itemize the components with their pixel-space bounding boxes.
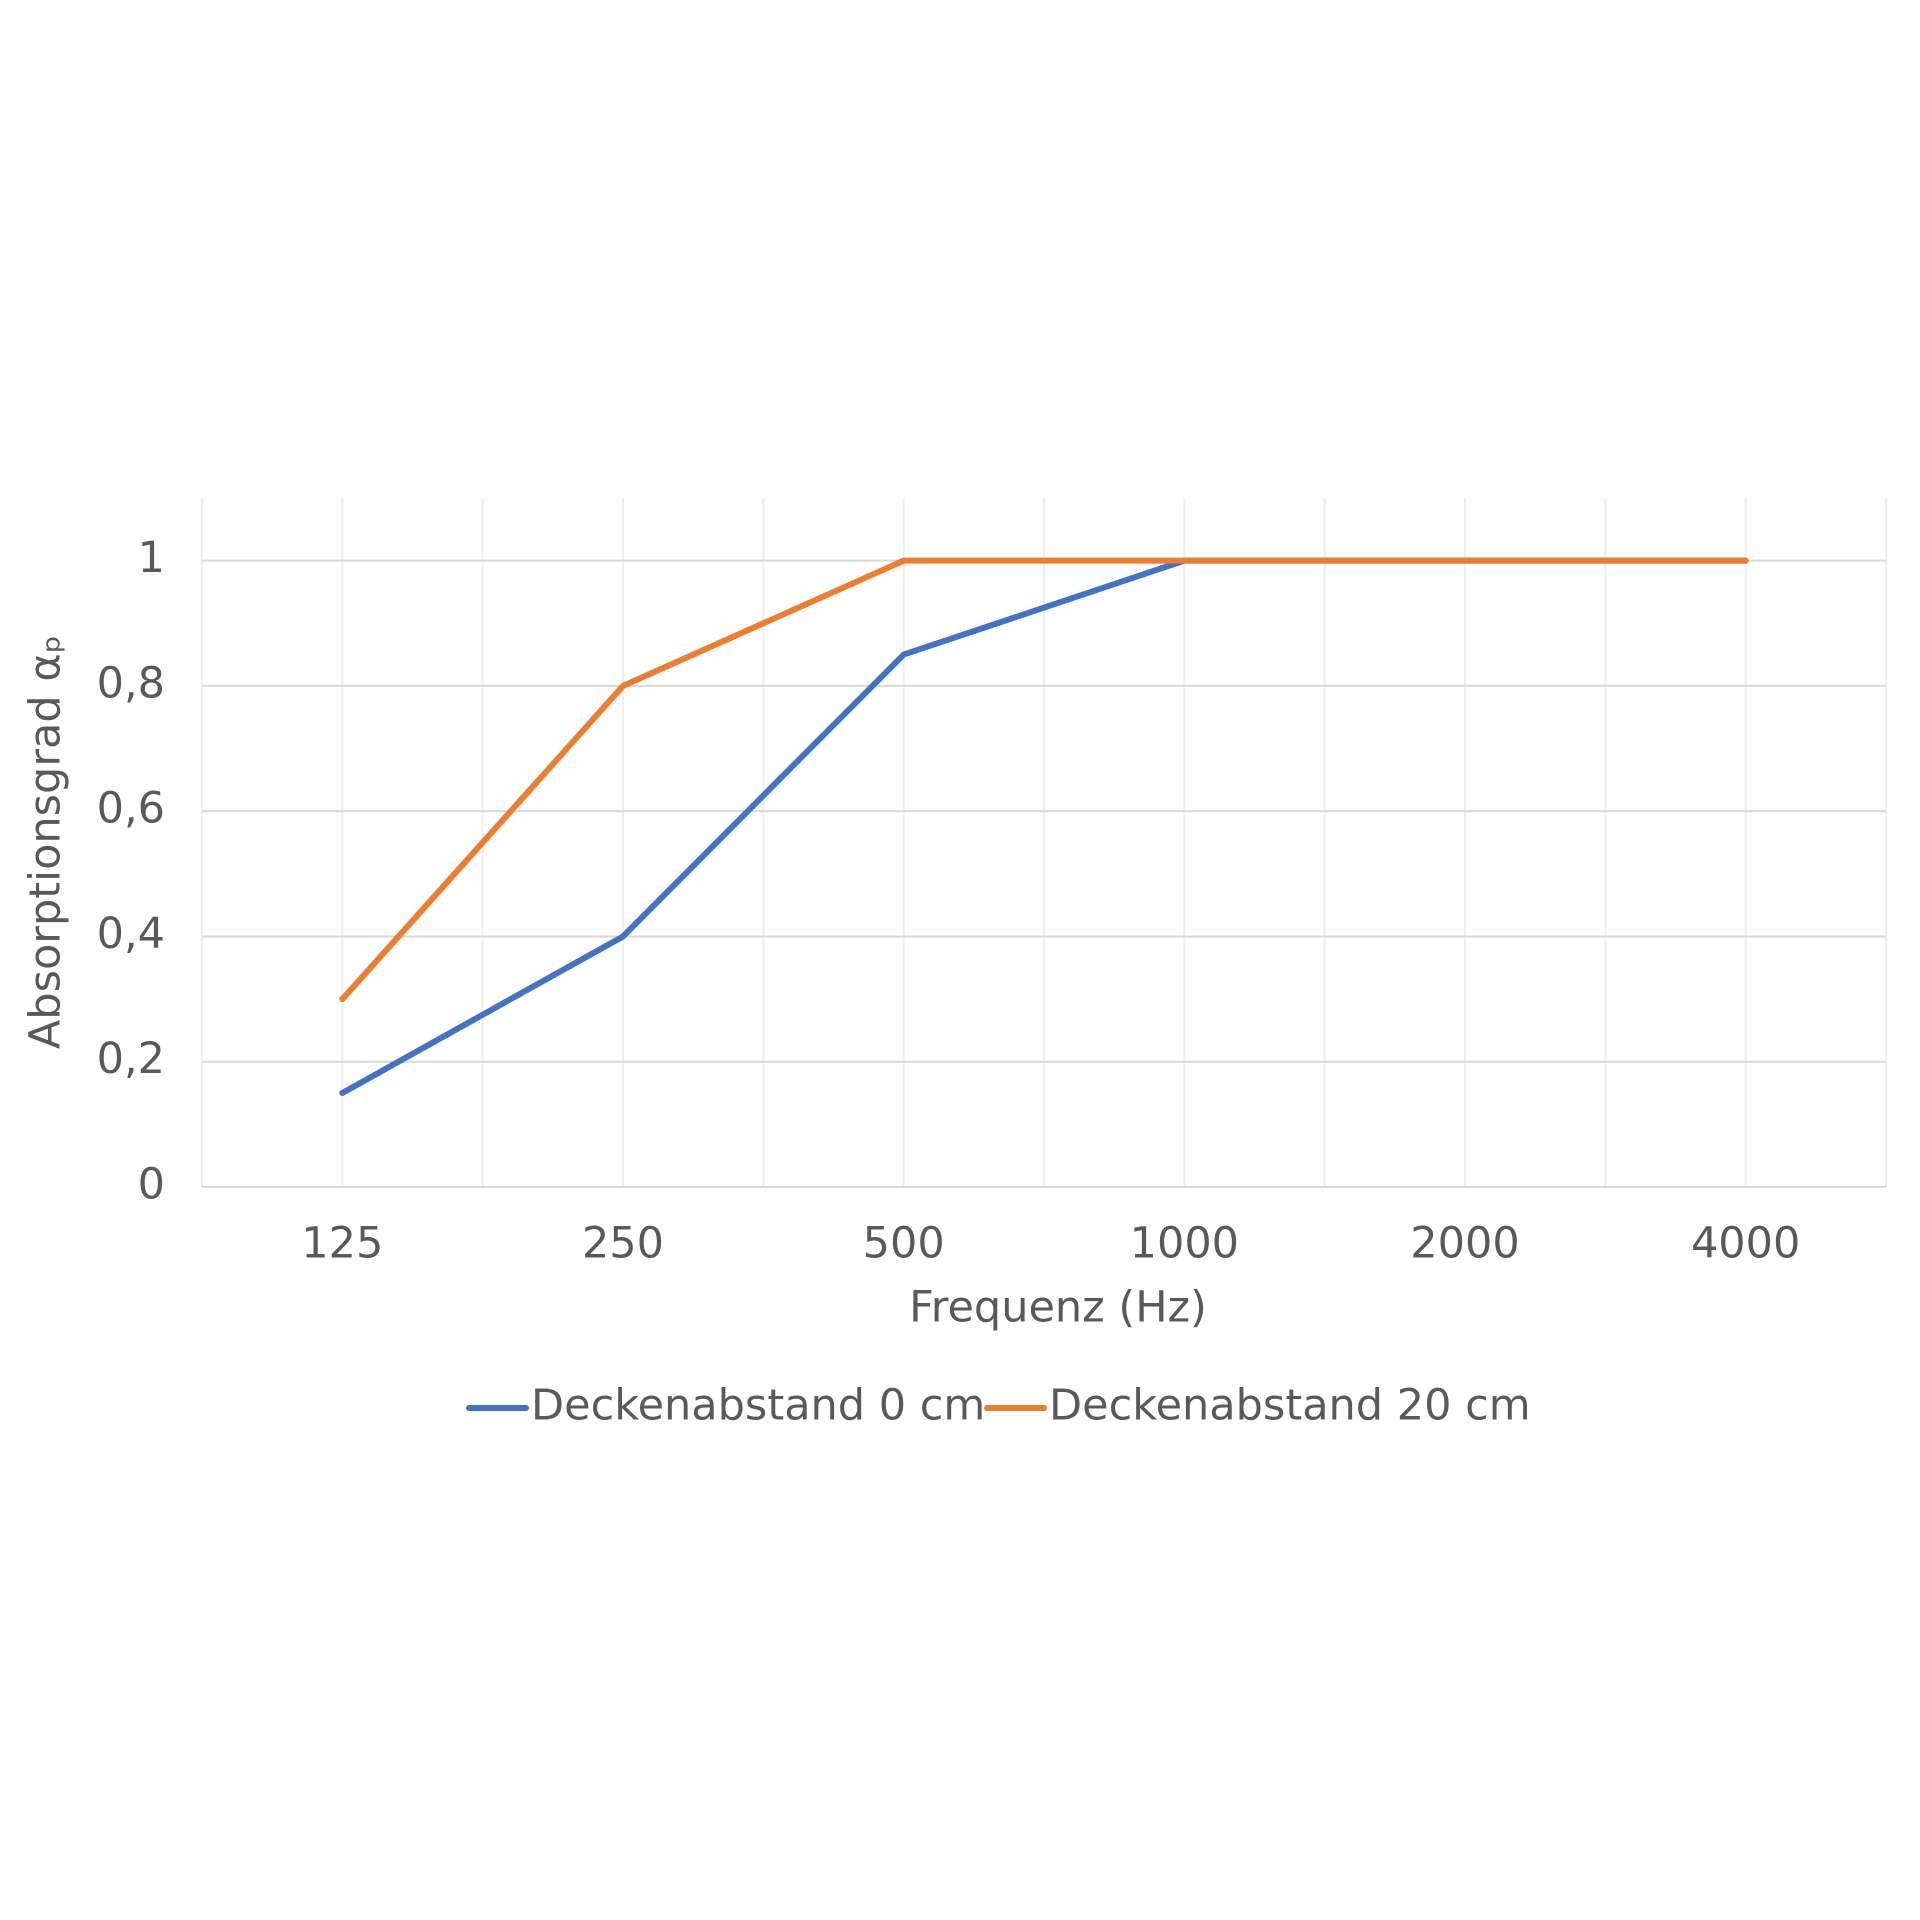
y-tick-label: 0	[138, 1160, 165, 1210]
x-tick-label: 2000	[1410, 1219, 1519, 1269]
y-tick-label: 0,8	[97, 658, 165, 708]
y-tick-label: 0,4	[97, 909, 165, 959]
y-tick-label: 0,6	[97, 784, 165, 834]
y-tick-label: 0,2	[97, 1034, 165, 1084]
legend-label: Deckenabstand 20 cm	[1049, 1381, 1531, 1431]
x-tick-label: 125	[301, 1219, 383, 1269]
y-tick-label: 1	[138, 533, 165, 583]
x-tick-label: 1000	[1130, 1219, 1239, 1269]
line-series	[339, 557, 1749, 1003]
x-tick-label: 250	[582, 1219, 664, 1269]
x-tick-label: 500	[863, 1219, 945, 1269]
x-tick-label: 4000	[1691, 1219, 1800, 1269]
legend-label: Deckenabstand 0 cm	[531, 1381, 985, 1431]
x-axis-title: Frequenz (Hz)	[909, 1283, 1207, 1333]
y-axis-title: Absorptionsgrad αₚ	[21, 635, 71, 1049]
